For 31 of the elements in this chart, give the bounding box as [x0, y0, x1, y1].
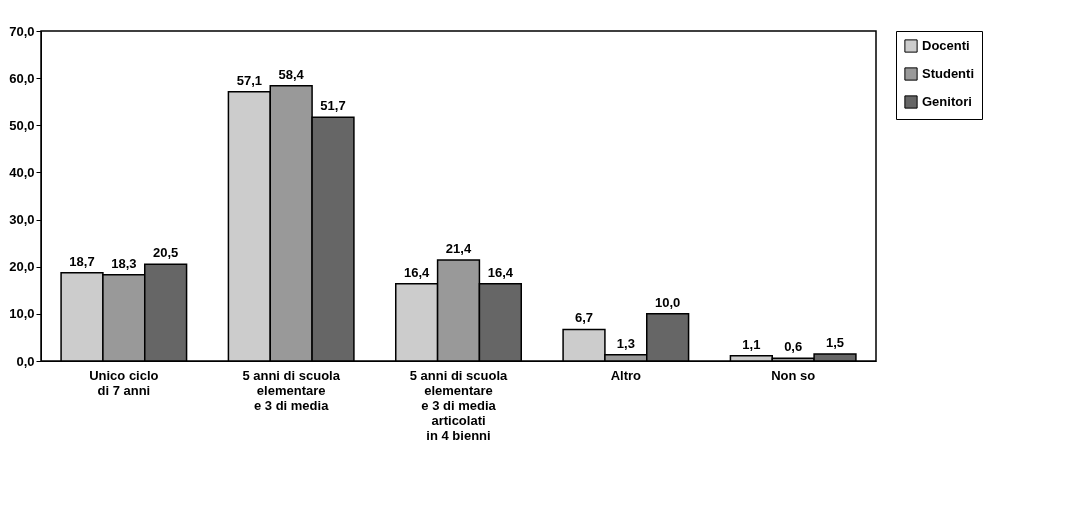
data-label: 20,5	[153, 245, 179, 261]
data-label: 21,4	[445, 241, 472, 257]
data-label: 6,7	[574, 310, 594, 326]
data-label: 10,0	[655, 294, 681, 310]
data-label: 18,7	[69, 253, 95, 269]
data-label: 0,6	[784, 339, 803, 355]
y-tick-label: 20,0	[9, 259, 35, 275]
data-label: 57,1	[236, 72, 262, 88]
y-tick-label: 40,0	[9, 164, 35, 180]
x-tick-label: 5 anni di scuola elementare e 3 di media	[242, 367, 341, 413]
legend-label: Studenti	[922, 66, 974, 81]
legend-label: Genitori	[922, 94, 972, 109]
data-label: 51,7	[320, 98, 346, 114]
x-tick-label: Unico ciclo di 7 anni	[89, 367, 159, 398]
y-tick-label: 60,0	[9, 70, 35, 86]
y-tick-label: 70,0	[9, 23, 35, 39]
y-tick-label: 50,0	[9, 117, 35, 133]
data-label: 1,3	[616, 335, 635, 351]
x-tick-label: Non so	[771, 367, 816, 383]
y-tick-label: 10,0	[9, 306, 35, 322]
y-tick-label: 30,0	[9, 212, 35, 228]
data-label: 58,4	[278, 66, 305, 82]
x-tick-label: 5 anni di scuola elementare e 3 di media articolati in 4 bienni	[409, 367, 509, 443]
y-tick-label: 0,0	[16, 353, 35, 369]
data-label: 16,4	[404, 264, 431, 280]
data-label: 1,1	[742, 336, 761, 352]
data-label: 16,4	[487, 264, 514, 280]
data-label: 1,5	[825, 334, 845, 350]
legend-label: Docenti	[922, 38, 970, 53]
data-label: 18,3	[111, 255, 137, 271]
x-tick-label: Altro	[610, 367, 642, 383]
